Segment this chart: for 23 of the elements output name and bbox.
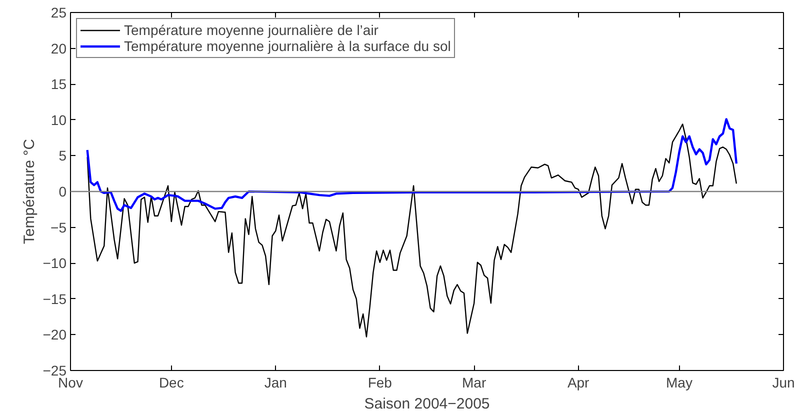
x-tick-label: Feb <box>368 374 392 390</box>
y-tick-label: −15 <box>42 290 67 307</box>
y-tick-label: −5 <box>50 219 67 236</box>
legend-label: Température moyenne journalière de l’air <box>124 22 378 38</box>
y-tick-label: 15 <box>50 76 67 92</box>
x-tick-label: Jun <box>772 374 795 390</box>
y-axis-title: Température °C <box>20 138 38 244</box>
line-series <box>86 118 738 212</box>
x-tick-label: Dec <box>158 374 184 390</box>
y-tick-label: 5 <box>58 148 67 164</box>
x-tick-label: Apr <box>567 374 590 390</box>
y-tick-label: 20 <box>50 40 67 56</box>
x-tick-label: Jan <box>264 374 287 390</box>
legend-label: Température moyenne journalière à la surface du sol <box>124 38 451 54</box>
x-axis-title: Saison 2004−2005 <box>364 396 490 412</box>
y-tick-label: 10 <box>50 112 67 128</box>
y-tick-label: −10 <box>42 255 67 272</box>
line-series <box>86 124 738 338</box>
y-tick-label: −20 <box>42 326 67 343</box>
y-tick-label: 0 <box>58 184 67 200</box>
x-tick-label: Mar <box>462 374 486 390</box>
x-tick-label: May <box>666 374 692 390</box>
y-tick-label: 25 <box>50 4 67 20</box>
